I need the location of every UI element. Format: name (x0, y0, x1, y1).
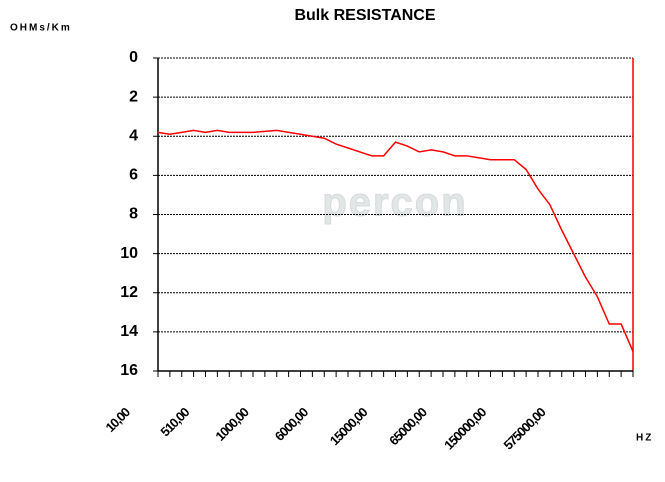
x-axis-label: HZ (636, 433, 653, 444)
y-tick-label: 14 (120, 323, 138, 340)
x-tick-label: 575000,00 (500, 404, 548, 452)
watermark: percon (322, 181, 467, 225)
y-tick-label: 0 (129, 49, 138, 66)
x-tick-label: 10,00 (102, 404, 133, 435)
y-tick-label: 2 (129, 88, 138, 105)
x-tick-label: 1000,00 (212, 404, 251, 443)
y-tick-label: 12 (120, 284, 138, 301)
chart-title: Bulk RESISTANCE (294, 7, 435, 24)
y-axis-label: OHMs/Km (10, 23, 72, 34)
x-tick-label: 15000,00 (327, 404, 371, 448)
y-tick-label: 6 (129, 167, 138, 184)
x-tick-label: 6000,00 (272, 404, 311, 443)
y-tick-label: 16 (120, 362, 138, 379)
line (157, 129, 634, 352)
x-tick-label: 510,00 (157, 404, 192, 439)
y-tick-label: 4 (129, 127, 138, 144)
x-tick-label: 150000,00 (441, 404, 489, 452)
y-tick-label: 10 (120, 245, 138, 262)
y-tick-label: 8 (129, 206, 138, 223)
x-tick-label: 65000,00 (386, 404, 430, 448)
